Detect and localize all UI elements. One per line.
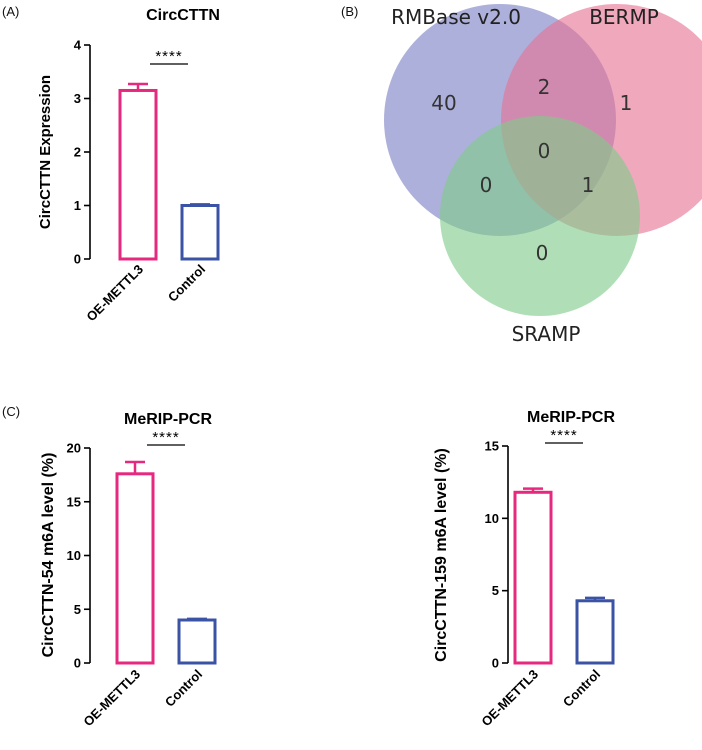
venn-count-sramp-only: 0 (536, 241, 549, 265)
y-tick-label: 1 (74, 198, 81, 213)
y-tick-label: 5 (74, 602, 81, 617)
venn-label-sramp: SRAMP (512, 322, 581, 346)
significance-stars: **** (550, 427, 577, 444)
y-tick-label: 10 (67, 548, 81, 563)
panel-label-a: (A) (2, 4, 19, 19)
bar-oe-mettl3 (115, 472, 155, 665)
venn-count-rmbase-bermp: 2 (538, 75, 551, 99)
chart-title: MeRIP-PCR (124, 411, 212, 428)
y-axis-label: CircCTTN-54 m6A level (%) (40, 453, 57, 658)
y-tick-label: 5 (492, 583, 499, 598)
y-tick-label: 15 (67, 494, 81, 509)
y-tick-label: 15 (485, 439, 499, 454)
venn-count-bermp-only: 1 (620, 91, 633, 115)
venn-count-rmbase-sramp: 0 (480, 173, 493, 197)
y-axis-label: CircCTTN-159 m6A level (%) (433, 448, 450, 662)
venn-circle-sramp (440, 116, 640, 316)
bar-oe-mettl3 (118, 88, 158, 261)
y-tick-label: 0 (74, 656, 81, 671)
bar-chart-circcttn: CircCTTN 0 1 2 3 4 CircCTTN Expression OE-METTL… (37, 7, 220, 324)
x-category-label: OE-METTL3 (478, 667, 541, 730)
bar-chart-merip-54: MeRIP-PCR 0 5 10 15 20 CircCTTN-54 m6A level (… (40, 411, 217, 730)
panel-label-b: (B) (341, 4, 358, 19)
bar-oe-mettl3 (513, 490, 553, 665)
x-category-label: OE-METTL3 (83, 262, 146, 325)
venn-count-rmbase-only: 40 (431, 91, 456, 115)
x-category-label: OE-METTL3 (80, 667, 143, 730)
y-tick-label: 3 (74, 91, 81, 106)
venn-label-rmbase: RMBase v2.0 (391, 5, 521, 29)
y-tick-label: 4 (74, 38, 82, 53)
y-tick-label: 0 (492, 656, 499, 671)
bar-control (180, 204, 220, 261)
bar-control (177, 618, 217, 665)
x-category-label: Control (165, 262, 208, 305)
significance-stars: **** (155, 48, 182, 65)
y-tick-label: 2 (74, 145, 81, 160)
y-axis-label: CircCTTN Expression (37, 75, 54, 229)
venn-diagram: RMBase v2.0 BERMP SRAMP 40 1 2 0 0 1 0 (384, 4, 702, 346)
venn-label-bermp: BERMP (589, 5, 659, 29)
x-category-label: Control (560, 667, 603, 710)
chart-title: MeRIP-PCR (527, 409, 615, 426)
y-tick-label: 20 (67, 441, 81, 456)
venn-count-bermp-sramp: 1 (582, 173, 595, 197)
bar-control (575, 599, 615, 665)
venn-count-all-three: 0 (538, 139, 551, 163)
bar-chart-merip-159: MeRIP-PCR 0 5 10 15 CircCTTN-159 m6A level (%… (433, 409, 615, 729)
y-tick-label: 0 (74, 252, 81, 267)
y-tick-label: 10 (485, 511, 499, 526)
x-category-label: Control (162, 667, 205, 710)
chart-title: CircCTTN (146, 7, 220, 24)
panel-label-c: (C) (2, 404, 20, 419)
significance-stars: **** (152, 429, 179, 446)
